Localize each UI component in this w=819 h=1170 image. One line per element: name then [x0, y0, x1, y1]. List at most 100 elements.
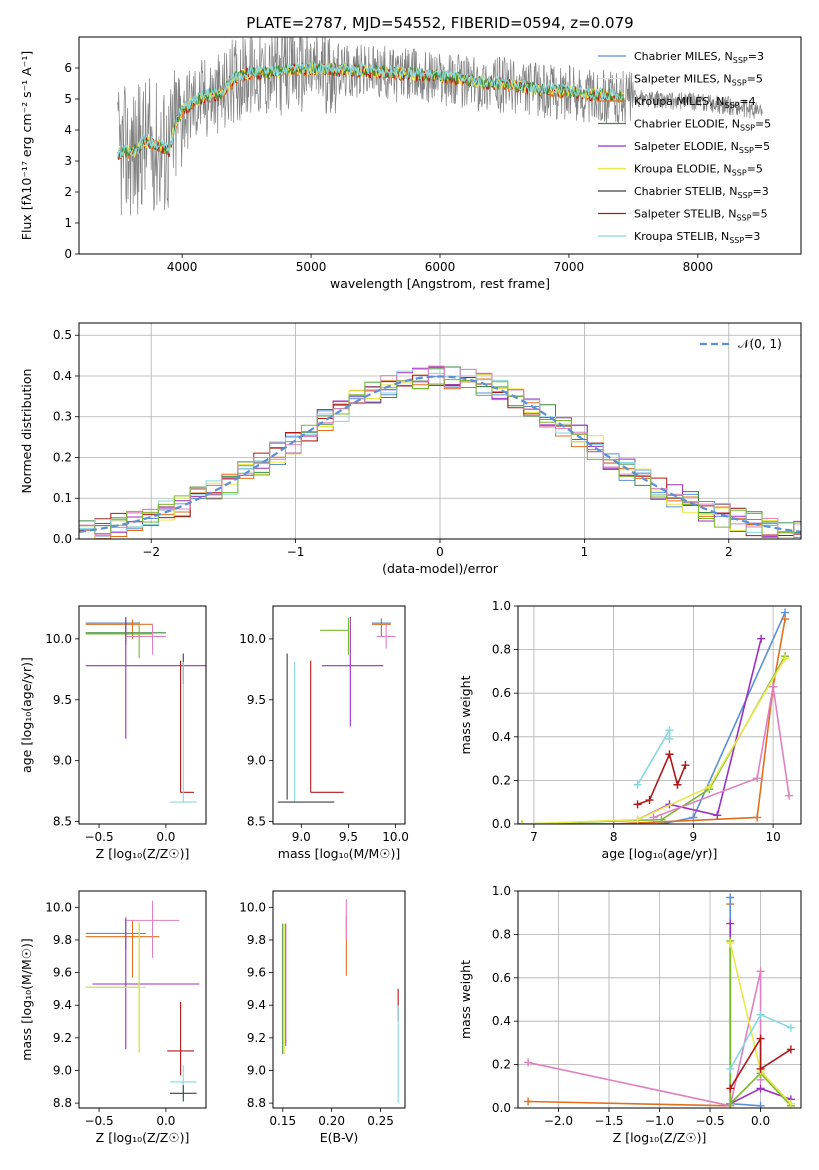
mass_weight_vs_age-ytick-label: 0.0: [492, 817, 511, 831]
spectrum-legend-label: Chabrier STELIB, NSSP=3: [634, 185, 769, 200]
mass_weight_vs_z-ylabel: mass weight: [458, 960, 473, 1039]
mass_vs_z-ytick-label: 10.0: [45, 900, 72, 914]
mass_vs_z-xtick-label: 0.0: [156, 1114, 175, 1128]
mass_weight_vs_z-ytick-label: 1.0: [492, 884, 511, 898]
residuals-xtick-label: −2: [142, 545, 160, 559]
age_vs_mass-xtick-label: 9.0: [292, 830, 311, 844]
spectrum-legend-label: Salpeter ELODIE, NSSP=5: [634, 140, 770, 155]
mass_vs_z-ytick-label: 9.0: [53, 1063, 72, 1077]
mass_vs_z-plot-area: [85, 900, 200, 1102]
mass_weight_vs_z-marker: [756, 1010, 765, 1019]
mass_weight_vs_age-ytick-label: 0.6: [492, 686, 511, 700]
mass_weight_vs_z-ytick-label: 0.8: [492, 927, 511, 941]
mass_weight_vs_age-ytick-label: 0.8: [492, 643, 511, 657]
mass_weight_vs_age-marker: [657, 815, 666, 824]
mass_weight_vs_z-ytick-label: 0.4: [492, 1014, 511, 1028]
mass_weight_vs_age-marker: [753, 813, 762, 822]
residuals-ylabel: Normed distribution: [19, 369, 34, 494]
spectrum-legend-label: Chabrier ELODIE, NSSP=5: [634, 118, 771, 133]
mass_weight_vs_age-marker: [781, 615, 790, 624]
spectrum-xtick-label: 4000: [167, 260, 198, 274]
residuals-xtick-label: −1: [287, 545, 305, 559]
mass_weight_vs_z-ytick-label: 0.0: [492, 1101, 511, 1115]
mass_vs_ebv-frame: [272, 890, 406, 1109]
mass_weight_vs_z-marker: [726, 893, 735, 902]
mass_weight_vs_age-marker: [665, 726, 674, 735]
spectrum-ylabel: Flux [fλ10⁻¹⁷ erg cm⁻² s⁻¹ A⁻¹]: [19, 51, 34, 240]
spectrum-xtick-label: 8000: [683, 260, 714, 274]
mass_vs_ebv-ytick-label: 8.8: [247, 1096, 266, 1110]
mass_vs_ebv-xtick-label: 0.15: [269, 1114, 296, 1128]
mass_weight_vs_z-marker: [726, 1084, 735, 1093]
mass_weight_vs_z-xtick-label: −1.5: [594, 1114, 623, 1128]
mass_weight_vs_z-frame: [517, 890, 802, 1109]
mass_weight_vs_age-xtick-label: 10: [765, 830, 780, 844]
spectrum-legend-label: Kroupa STELIB, NSSP=3: [634, 230, 760, 245]
age_vs_z-ylabel: age [log₁₀(age/yr)]: [19, 657, 34, 773]
spectrum-legend-label: Kroupa ELODIE, NSSP=5: [634, 163, 763, 178]
residuals-ytick-label: 0.2: [53, 450, 72, 464]
mass_vs_ebv-xtick-label: 0.20: [318, 1114, 345, 1128]
age_vs_z-xtick-label: 0.0: [156, 830, 175, 844]
mass_weight_vs_z-marker: [524, 1058, 533, 1067]
mass_weight_vs_z-marker: [726, 1064, 735, 1073]
spectrum-legend-label: Salpeter STELIB, NSSP=5: [634, 208, 768, 223]
spectrum-xtick-label: 7000: [554, 260, 585, 274]
mass_weight_vs_age-xtick-label: 7: [530, 830, 538, 844]
mass_weight_vs_age-marker: [681, 761, 690, 770]
mass_weight_vs_age-plot-area: [518, 608, 794, 824]
mass_weight_vs_age-ylabel: mass weight: [458, 675, 473, 754]
age_vs_z-plot-area: [85, 616, 206, 803]
mass_vs_z-frame: [78, 890, 207, 1109]
age_vs_mass-ytick-label: 10.0: [239, 632, 266, 646]
age_vs_mass-ytick-label: 8.5: [247, 815, 266, 829]
spectrum-legend-label: Kroupa MILES, NSSP=4: [634, 95, 756, 110]
spectrum-xtick-label: 6000: [425, 260, 456, 274]
spectrum-legend-label: Chabrier MILES, NSSP=3: [634, 50, 764, 65]
mass_weight_vs_z-marker: [786, 1099, 795, 1108]
mass_weight_vs_age-series-line: [653, 686, 790, 819]
mass_weight_vs_z-marker: [756, 967, 765, 976]
mass_weight_vs_z-marker: [524, 1097, 533, 1106]
age_vs_mass-xlabel: mass [log₁₀(M/M☉)]: [278, 846, 400, 861]
spectrum-ytick-label: 5: [64, 92, 72, 106]
mass_weight_vs_z-marker: [726, 939, 735, 948]
residuals-ytick-label: 0.1: [53, 491, 72, 505]
mass_vs_ebv-ytick-label: 9.6: [247, 966, 266, 980]
mass_weight_vs_age-marker: [785, 791, 794, 800]
mass_weight_vs_age-marker: [753, 774, 762, 783]
spectrum-ytick-label: 4: [64, 123, 72, 137]
mass_vs_z-xlabel: Z [log₁₀(Z/Z☉)]: [96, 1130, 190, 1145]
mass_vs_ebv-xlabel: E(B-V): [320, 1130, 359, 1145]
mass_weight_vs_z-xtick-label: −0.5: [695, 1114, 724, 1128]
mass_vs_ebv-ytick-label: 10.0: [239, 900, 266, 914]
residuals-ytick-label: 0.0: [53, 532, 72, 546]
mass_weight_vs_age-marker: [769, 682, 778, 691]
mass_weight_vs_age-marker: [645, 796, 654, 805]
mass_weight_vs_age-marker: [757, 634, 766, 643]
mass_vs_ebv-axes: 0.15 0.20 0.25 8.8 9.0 9.2 9.4 9.6 9.8 10.0 E(B-V): [239, 900, 394, 1145]
spectrum-xlabel: wavelength [Angstrom, rest frame]: [330, 276, 550, 291]
mass_weight_vs_z-plot-area: [524, 893, 795, 1108]
mass_weight_vs_age-ytick-label: 0.4: [492, 730, 511, 744]
mass_weight_vs_z-marker: [756, 1034, 765, 1043]
mass_weight_vs_z-marker: [756, 1084, 765, 1093]
mass_weight_vs_z-xtick-label: 0.0: [751, 1114, 770, 1128]
mass_vs_z-axes: −0.5 0.0 8.8 9.0 9.2 9.4 9.6 9.8 10.0 Z [log₁₀(Z/…: [19, 900, 189, 1145]
age_vs_z-ytick-label: 9.0: [53, 754, 72, 768]
mass_weight_vs_age-marker: [665, 734, 674, 743]
age_vs_z-xlabel: Z [log₁₀(Z/Z☉)]: [96, 846, 190, 861]
mass_weight_vs_z-marker: [726, 919, 735, 928]
spectrum-legend-label: Salpeter MILES, NSSP=5: [634, 73, 763, 88]
mass_weight_vs_age-axes: 7 8 9 10 0.0 0.2 0.4 0.6 0.8 1.0 age [log₁₀(age/yr…: [458, 599, 801, 861]
residuals-frame: [78, 322, 802, 540]
mass_weight_vs_z-marker: [786, 1045, 795, 1054]
mass_weight_vs_z-ytick-label: 0.6: [492, 971, 511, 985]
mass_vs_z-ylabel: mass [log₁₀(M/M☉)]: [19, 938, 34, 1060]
mass_weight_vs_age-ytick-label: 0.2: [492, 773, 511, 787]
residuals-ytick-label: 0.4: [53, 369, 72, 383]
spectrum-ytick-label: 3: [64, 154, 72, 168]
age_vs_z-axes: −0.5 0.0 8.5 9.0 9.5 10.0 Z [log₁₀(Z/Z☉)] age […: [19, 632, 189, 861]
mass_vs_ebv-xtick-label: 0.25: [367, 1114, 394, 1128]
